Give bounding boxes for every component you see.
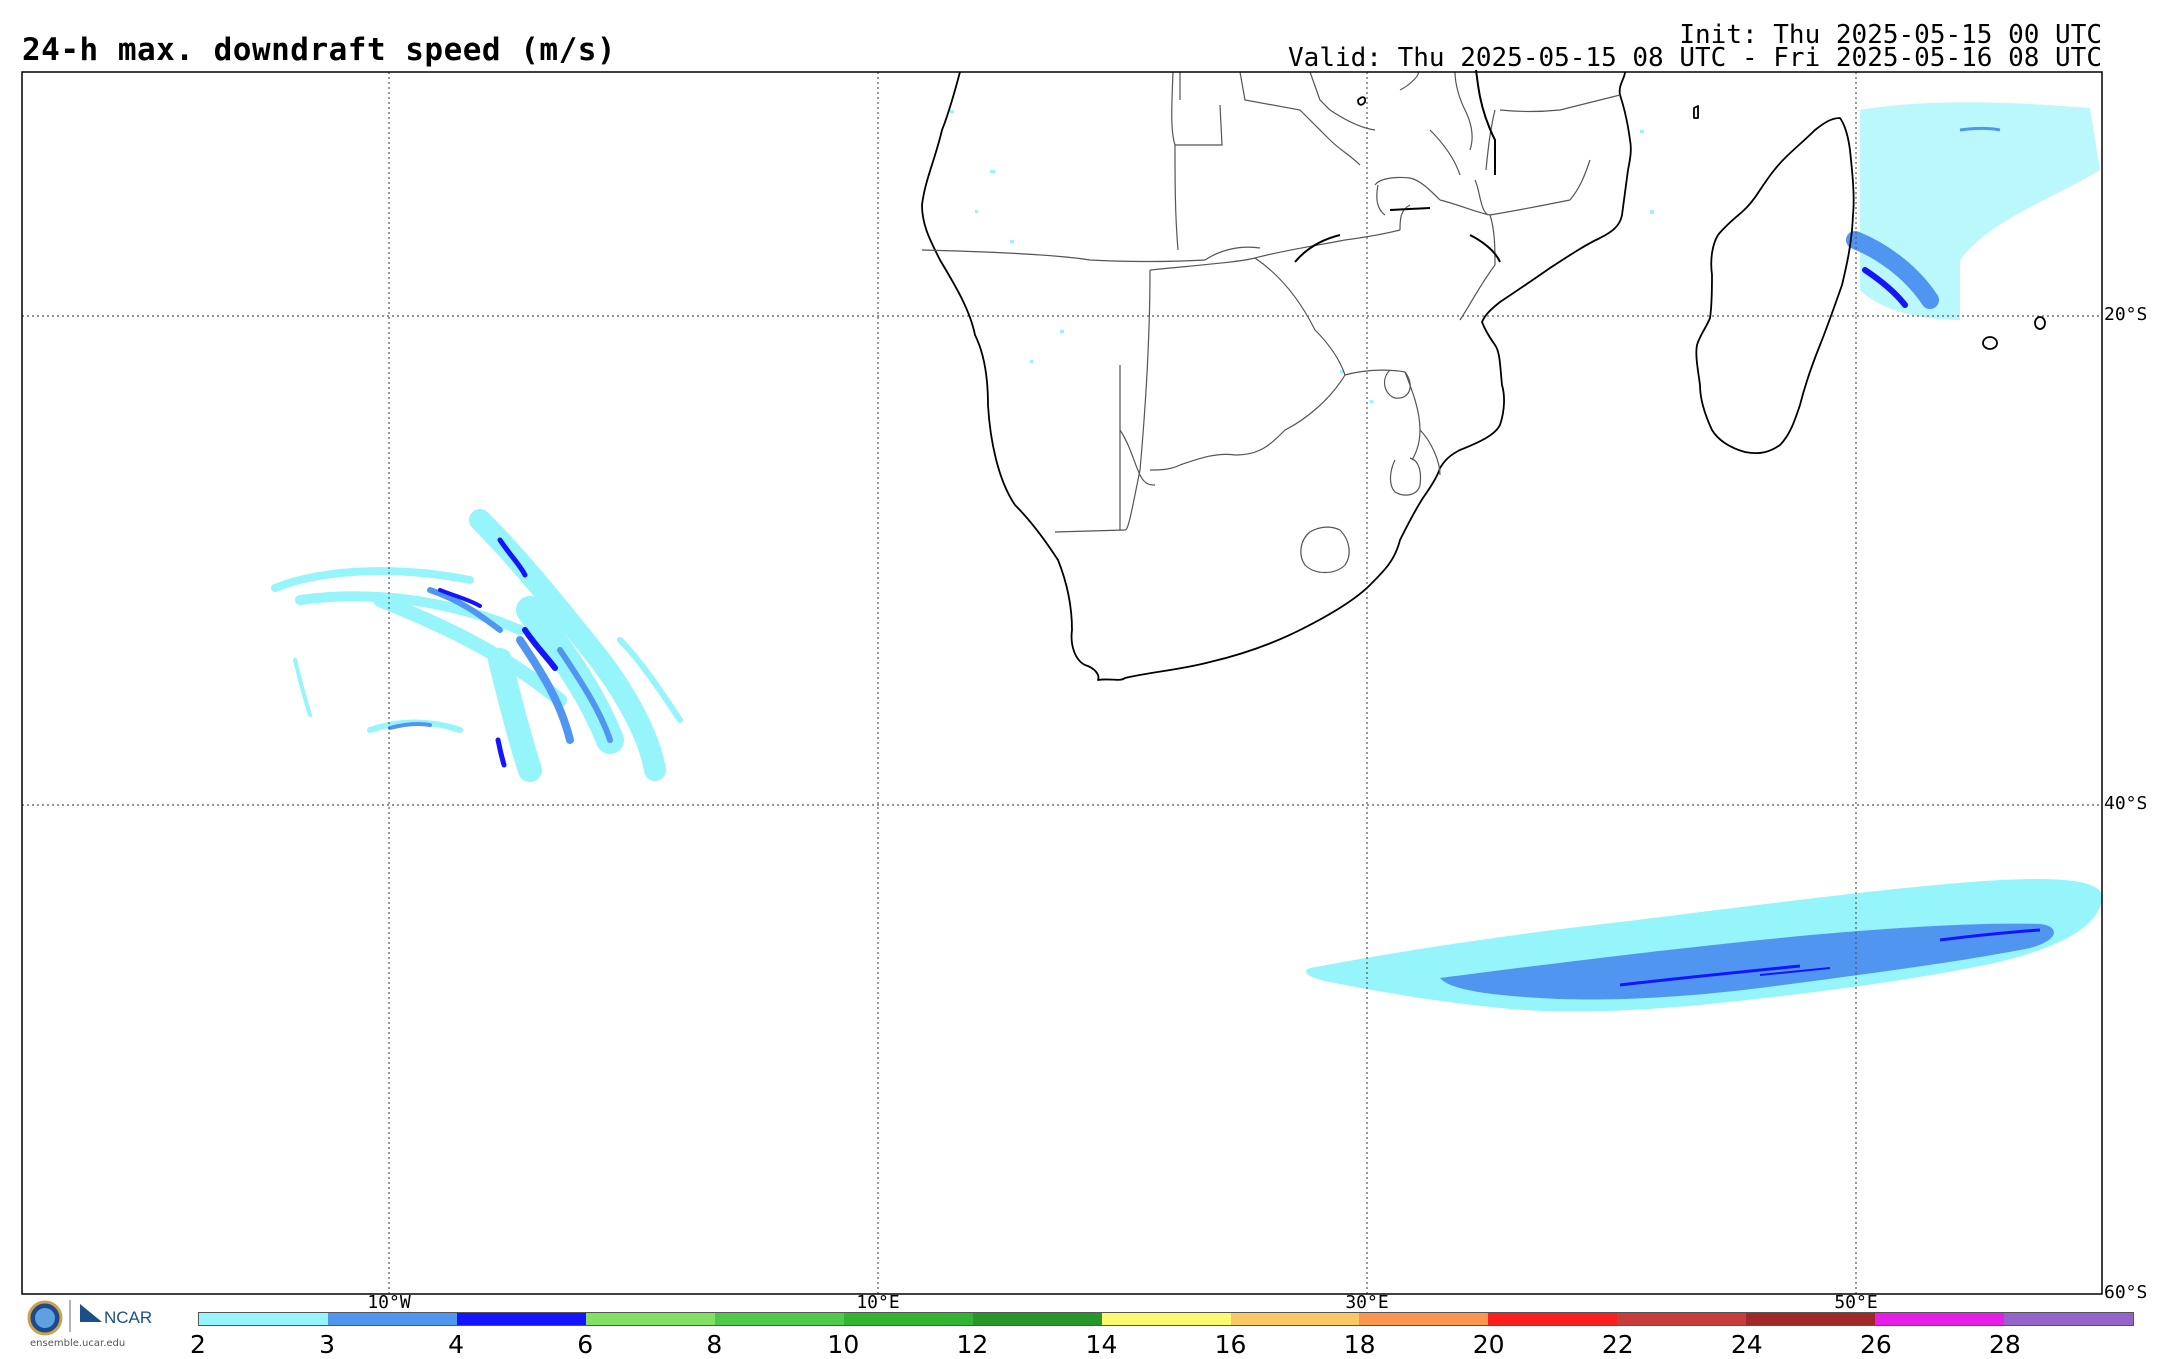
- lat-label-60s: 60°S: [2104, 1282, 2148, 1303]
- country-borders: [921, 71, 1621, 574]
- colorbar-tick-label: 16: [1214, 1330, 1247, 1359]
- graticule: [22, 72, 2102, 1294]
- africa-coastline: [921, 71, 1632, 681]
- lon-label-10w: 10°W: [367, 1292, 411, 1313]
- colorbar-segment: [1230, 1313, 1360, 1325]
- downdraft-patch-atlantic: [271, 509, 683, 782]
- colorbar-tick-label: 14: [1085, 1330, 1118, 1359]
- colorbar-segment: [585, 1313, 715, 1325]
- downdraft-field-layer: [271, 102, 2102, 1012]
- lon-label-10e: 10°E: [856, 1292, 900, 1313]
- colorbar-tick-label: 28: [1989, 1330, 2021, 1359]
- nsf-logo: [27, 1300, 71, 1336]
- colorbar-segment: [456, 1313, 586, 1325]
- init-time: Init: Thu 2025-05-15 00 UTC: [1679, 20, 2102, 50]
- colorbar-tick-label: 26: [1859, 1330, 1892, 1359]
- colorbar-segment: [1746, 1313, 1876, 1325]
- lat-label-20s: 20°S: [2104, 304, 2148, 325]
- lon-label-30e: 30°E: [1345, 1292, 1389, 1313]
- colorbar-segment: [1359, 1313, 1489, 1325]
- page-title: 24-h max. downdraft speed (m/s): [22, 32, 617, 68]
- colorbar-segment: [1488, 1313, 1618, 1325]
- colorbar-tick-label: 8: [706, 1330, 723, 1359]
- colorbar-tick-label: 10: [827, 1330, 860, 1359]
- colorbar-tick-label: 2: [190, 1330, 206, 1359]
- colorbar-tick-label: 3: [319, 1330, 336, 1359]
- colorbar-tick-label: 4: [448, 1330, 465, 1359]
- colorbar-segment: [843, 1313, 973, 1325]
- colorbar-tick-label: 18: [1343, 1330, 1376, 1359]
- downdraft-patch-land-speckles: [950, 110, 1654, 403]
- ncar-logo: [80, 1304, 102, 1322]
- ensemble-url: ensemble.ucar.edu: [30, 1338, 126, 1349]
- colorbar-segment: [1101, 1313, 1231, 1325]
- colorbar-segment: [972, 1313, 1102, 1325]
- colorbar-tick-label: 22: [1601, 1330, 1634, 1359]
- colorbar-segment: [199, 1313, 328, 1325]
- madagascar-coastline: [1695, 117, 1855, 455]
- coastlines: [921, 71, 2046, 681]
- colorbar-tick-label: 12: [956, 1330, 989, 1359]
- colorbar-segment: [714, 1313, 844, 1325]
- colorbar-segment: [1617, 1313, 1747, 1325]
- valid-time: Valid: Thu 2025-05-15 08 UTC - Fri 2025-…: [1288, 43, 2102, 73]
- colorbar-tick-label: 24: [1730, 1330, 1763, 1359]
- colorbar-segment: [1875, 1313, 2005, 1325]
- lat-label-40s: 40°S: [2104, 793, 2148, 814]
- colorbar-segment: [327, 1313, 457, 1325]
- colorbar-segment: [2004, 1313, 2134, 1325]
- lon-label-50e: 50°E: [1834, 1292, 1878, 1313]
- colorbar: [198, 1312, 2134, 1326]
- colorbar-tick-label: 20: [1472, 1330, 1505, 1359]
- colorbar-tick-label: 6: [577, 1330, 594, 1359]
- downdraft-patch-indian-ocean: [1846, 102, 2100, 320]
- lakes: [1294, 69, 1501, 263]
- downdraft-patch-southern-ocean-core: [1440, 923, 2054, 1000]
- ncar-label: NCAR: [104, 1308, 153, 1327]
- map-frame: [21, 71, 2103, 1295]
